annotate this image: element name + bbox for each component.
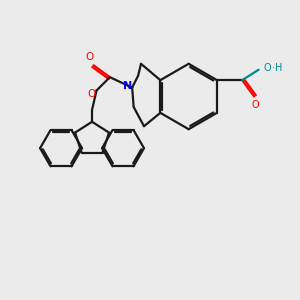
Text: O: O (264, 63, 272, 73)
Text: O: O (87, 88, 95, 98)
Text: N: N (123, 81, 132, 91)
Text: O: O (251, 100, 259, 110)
Text: ·H: ·H (272, 63, 282, 73)
Text: O: O (86, 52, 94, 62)
